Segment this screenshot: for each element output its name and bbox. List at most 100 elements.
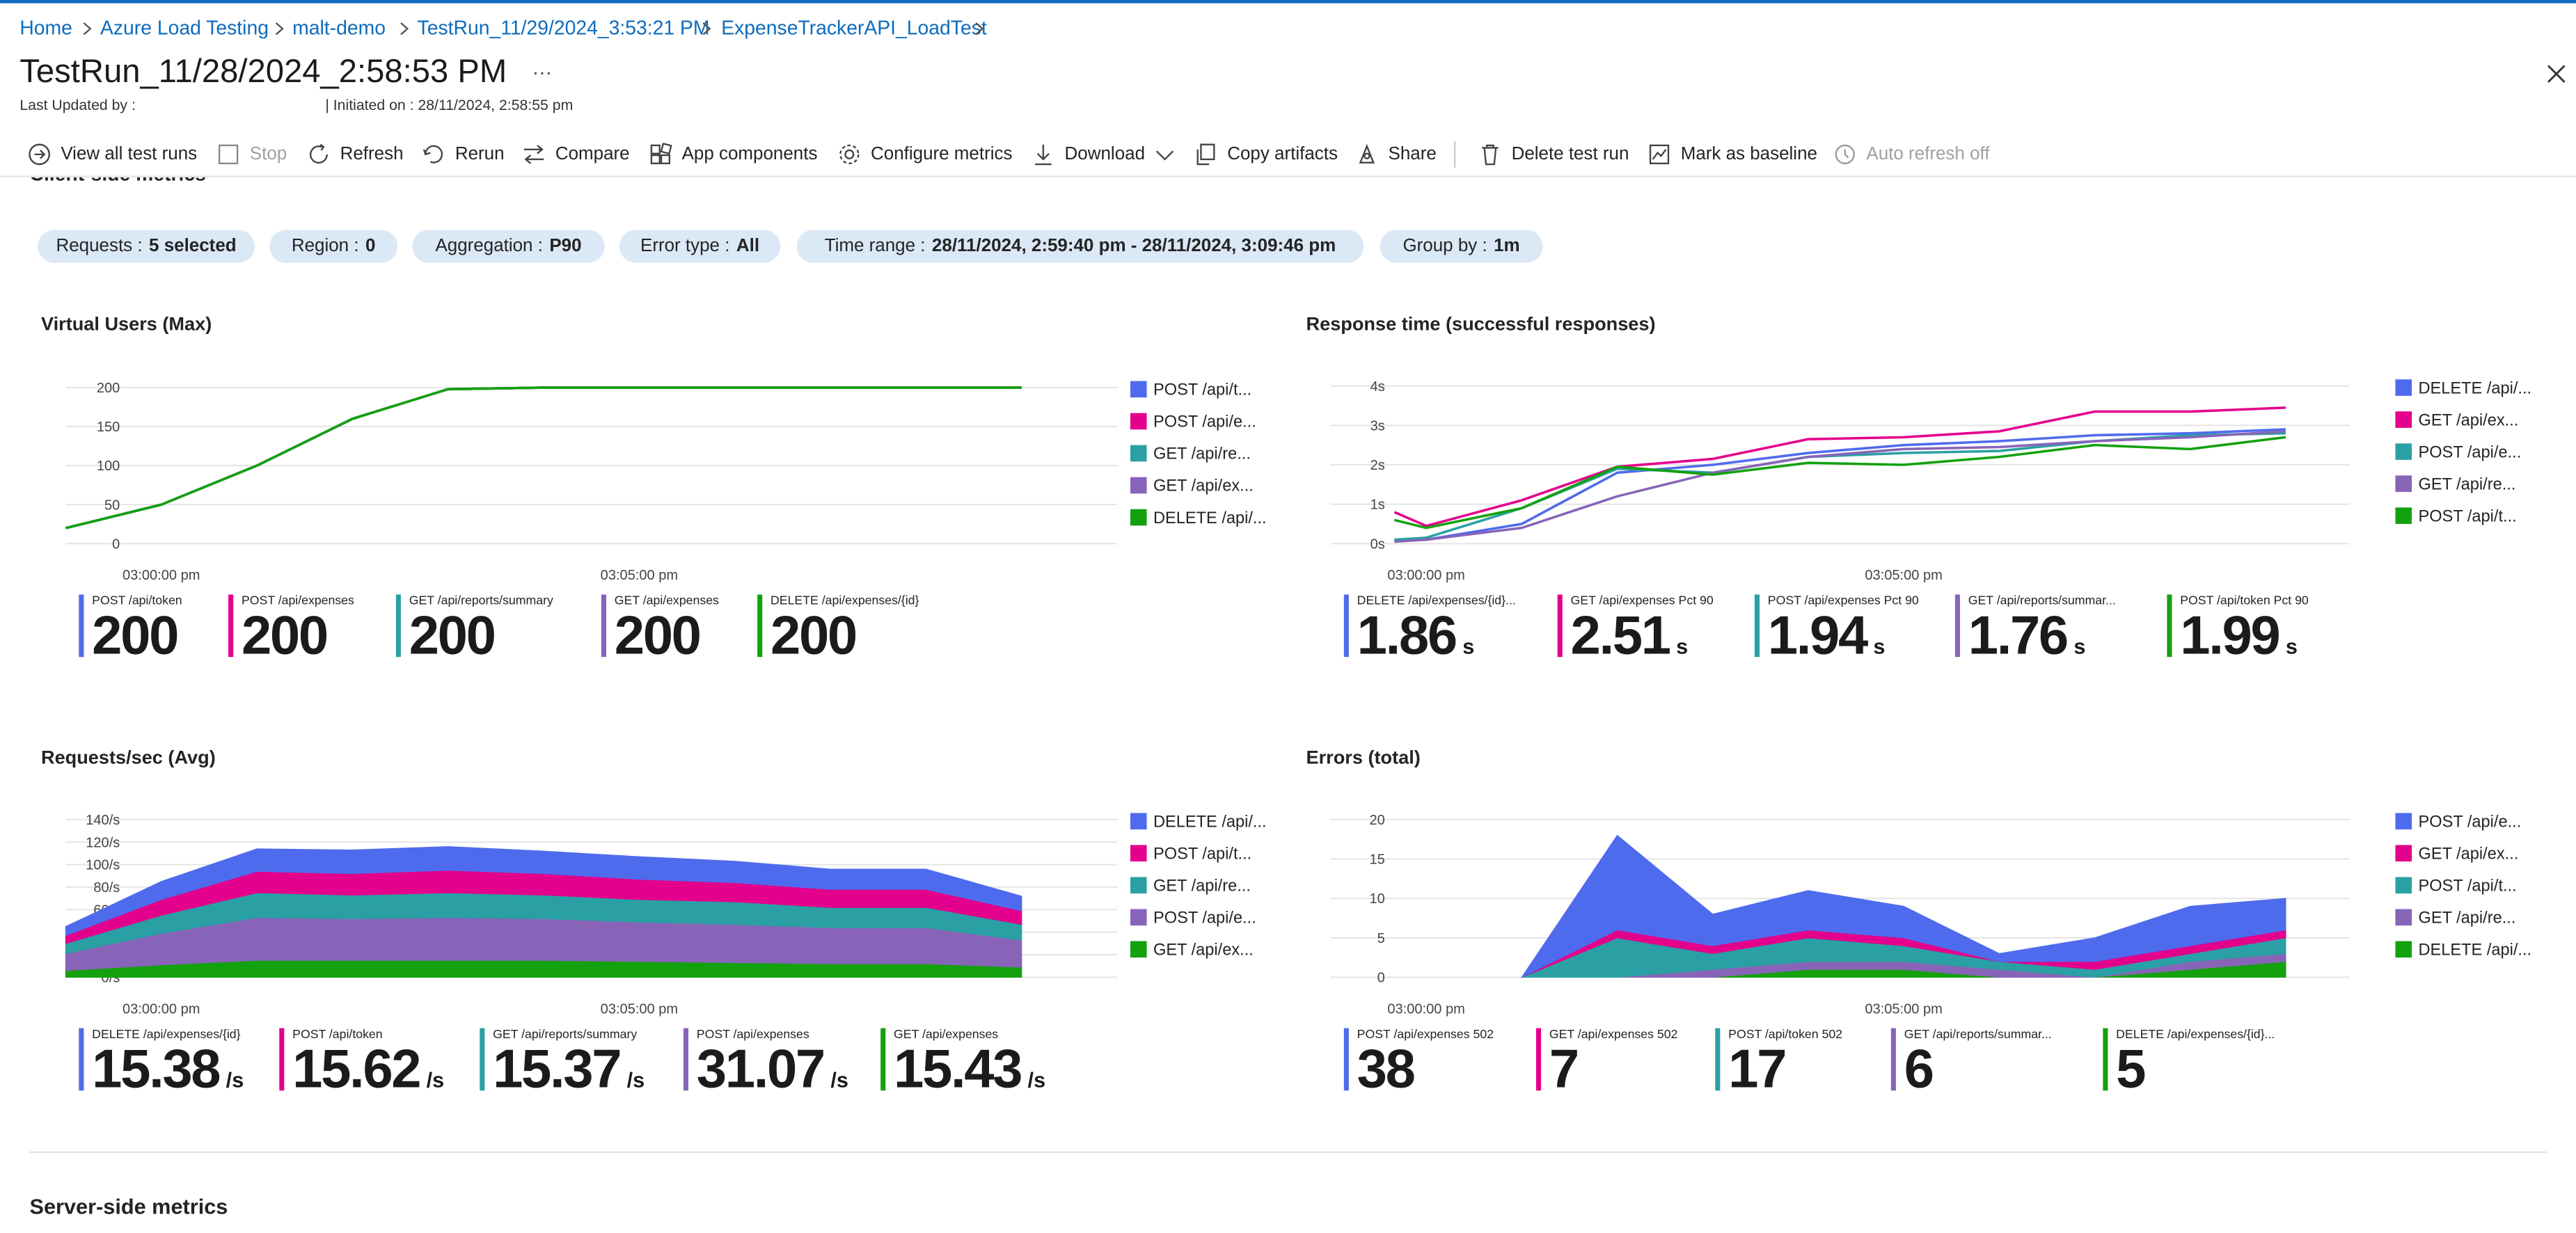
legend-label: GET /api/ex... [1153, 477, 1254, 495]
x-tick-label: 03:05:00 pm [1865, 568, 1942, 583]
filter-label: Aggregation : [435, 236, 543, 257]
filter-pill[interactable]: Requests : 5 selected [38, 230, 255, 263]
tile-label: GET /api/expenses 502 [1549, 1027, 1678, 1041]
toolbar-button[interactable]: Compare [523, 141, 630, 168]
icon [1196, 143, 1215, 166]
series-line [1394, 428, 2286, 541]
chart-title: Errors (total) [1306, 747, 1421, 768]
tile-value: 200 [92, 604, 177, 665]
filter-label: Region : [291, 236, 359, 257]
icon [839, 144, 860, 165]
tile-value: 15.43/s [894, 1038, 1045, 1099]
close-button[interactable] [2547, 64, 2566, 83]
toolbar-button[interactable]: Download [1032, 141, 1184, 168]
button-label: Share [1388, 144, 1437, 165]
x-tick-label: 03:00:00 pm [1387, 1001, 1464, 1017]
toolbar-border [0, 175, 2576, 177]
y-tick-label: 10 [1370, 891, 1385, 907]
breadcrumb-link[interactable]: malt-demo [292, 16, 386, 40]
legend-swatch [2395, 813, 2412, 830]
button-label: Configure metrics [871, 144, 1013, 165]
tile-unit: s [1462, 634, 1474, 658]
tile-label: GET /api/reports/summary [493, 1027, 637, 1041]
tile-value: 6 [1904, 1038, 1933, 1099]
filter-label: Group by : [1402, 236, 1487, 257]
series-line [65, 386, 1022, 530]
toolbar-button[interactable]: Rerun [422, 141, 505, 168]
legend-label: POST /api/e... [2419, 813, 2522, 831]
more-button[interactable]: ··· [532, 61, 553, 84]
tile-number: 6 [1904, 1038, 1933, 1099]
y-tick-label: 0 [1377, 971, 1385, 986]
filter-pill[interactable]: Aggregation : P90 [412, 230, 605, 263]
filter-pill[interactable]: Time range :28/11/2024, 2:59:40 pm - 28/… [796, 230, 1364, 263]
series-line [65, 386, 1022, 530]
series-line [1393, 406, 2286, 527]
legend-label: GET /api/ex... [1153, 941, 1254, 960]
tile-label: DELETE /api/expenses/{id} [92, 1027, 240, 1041]
filter-pill[interactable]: Group by : 1m [1380, 230, 1543, 263]
legend-label: POST /api/t... [1153, 845, 1251, 863]
icon [1835, 144, 1855, 165]
toolbar-button: Stop [217, 141, 287, 168]
toolbar-button[interactable]: Delete test run [1478, 141, 1629, 168]
toolbar-button[interactable]: Auto refresh off [1833, 141, 1989, 168]
legend-swatch [2395, 475, 2412, 492]
legend-label: GET /api/re... [2419, 475, 2516, 493]
filter-value: P90 [549, 236, 582, 257]
toolbar-button[interactable]: Copy artifacts [1194, 141, 1338, 168]
charts: Virtual Users (Max)05010015020003:00:00 … [41, 312, 2532, 1099]
section-divider [29, 1151, 2547, 1154]
series-line [1393, 436, 2286, 530]
y-tick-label: 100/s [86, 858, 120, 873]
tile-number: 200 [242, 604, 327, 665]
tile-number: 15.62 [292, 1038, 420, 1099]
breadcrumb-link[interactable]: TestRun_11/29/2024_3:53:21 PM [417, 16, 710, 40]
legend-label: POST /api/t... [1153, 381, 1251, 399]
icon [422, 145, 443, 164]
legend-swatch [2395, 411, 2412, 428]
button-label: Compare [555, 144, 630, 165]
legend-swatch [2395, 443, 2412, 460]
button-label: Download [1064, 144, 1146, 165]
toolbar-button[interactable]: App components [649, 141, 817, 168]
filter-pill[interactable]: Error type : All [619, 230, 781, 263]
toolbar-button[interactable]: Refresh [307, 141, 404, 168]
breadcrumb-link[interactable]: Home [19, 16, 72, 40]
tile-value: 38 [1357, 1038, 1414, 1099]
tile-value: 200 [409, 604, 495, 665]
tile-number: 38 [1357, 1038, 1414, 1099]
icon [1035, 144, 1052, 166]
tile-number: 200 [409, 604, 495, 665]
tile-bar [480, 1028, 485, 1091]
tile-bar [1535, 1028, 1542, 1091]
breadcrumb-link[interactable]: Azure Load Testing [100, 16, 269, 40]
toolbar-button[interactable]: View all test runs [28, 141, 197, 168]
legend-swatch [1130, 477, 1147, 494]
legend-label: GET /api/re... [2419, 909, 2516, 928]
legend-swatch [2395, 379, 2412, 396]
button-label: Mark as baseline [1680, 144, 1817, 165]
toolbar-button[interactable]: Share [1355, 141, 1437, 168]
legend-label: DELETE /api/... [2419, 941, 2532, 960]
chevron [275, 22, 284, 35]
tile-label: POST /api/expenses Pct 90 [1768, 594, 1919, 607]
legend-swatch [2395, 877, 2412, 894]
filter-pill[interactable]: Region : 0 [269, 230, 398, 263]
legend-swatch [1130, 381, 1147, 398]
legend-label: GET /api/re... [1153, 877, 1251, 896]
tile-bar [79, 1028, 84, 1091]
tile-bar [1343, 594, 1349, 658]
tile-number: 200 [771, 604, 856, 665]
toolbar-button[interactable]: Mark as baseline [1647, 141, 1817, 168]
tile-number: 1.86 [1357, 604, 1456, 665]
legend-swatch [2395, 941, 2412, 958]
tile-number: 7 [1549, 1038, 1578, 1099]
section-title: Client-side metrics [29, 177, 205, 186]
tile-label: POST /api/expenses [697, 1027, 809, 1041]
chevron [400, 22, 409, 35]
tile-number: 2.51 [1571, 604, 1670, 665]
tile-label: GET /api/expenses [894, 1027, 998, 1041]
toolbar-button[interactable]: Configure metrics [838, 141, 1013, 168]
breadcrumb-link[interactable]: ExpenseTrackerAPI_LoadTest [721, 16, 987, 40]
